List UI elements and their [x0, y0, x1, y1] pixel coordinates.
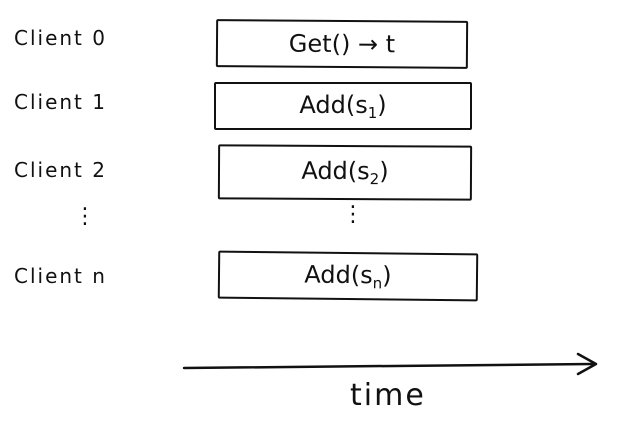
client-0-label: Client 0: [14, 26, 107, 50]
client-1-operation-text: Add(s1): [299, 90, 387, 122]
time-axis-label: time: [350, 378, 426, 413]
client-1-label: Client 1: [14, 90, 107, 114]
time-arrow-line: [182, 362, 594, 370]
client-n-label: Client n: [14, 264, 107, 288]
client-2-label: Client 2: [14, 158, 107, 182]
time-arrow-head: [576, 352, 598, 376]
client-1-subscript: 1: [367, 103, 378, 122]
client-1-operation-box: Add(s1): [214, 82, 472, 130]
